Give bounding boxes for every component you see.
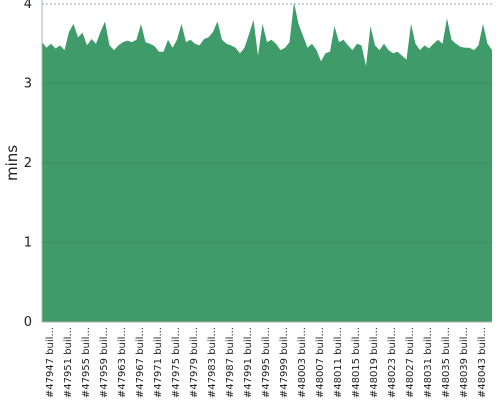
x-tick-label: #47967 buil...: [135, 327, 146, 398]
x-tick-label: #47951 buil...: [63, 327, 74, 398]
x-tick-label: #47983 buil...: [207, 327, 218, 398]
axes: [41, 0, 492, 323]
x-tick-label: #47959 buil...: [99, 327, 110, 398]
x-tick-label: #48043 buil...: [477, 327, 488, 398]
y-tick-label: 2: [24, 156, 32, 171]
x-tick-label: #47987 buil...: [225, 327, 236, 398]
x-tick-labels: #47947 buil... #47951 buil... #47955 buil.…: [45, 327, 488, 398]
x-tick-label: #47955 buil...: [81, 327, 92, 398]
area-series: [42, 2, 492, 322]
x-tick-label: #47995 buil...: [261, 327, 272, 398]
x-tick-label: #48023 buil...: [387, 327, 398, 398]
x-tick-label: #48019 buil...: [369, 327, 380, 398]
x-tick-label: #47971 buil...: [153, 327, 164, 398]
x-tick-label: #47991 buil...: [243, 327, 254, 398]
y-tick-label: 3: [24, 77, 32, 92]
x-tick-label: #48027 buil...: [405, 327, 416, 398]
gridlines: [42, 3, 492, 243]
x-tick-label: #48039 buil...: [459, 327, 470, 398]
x-tick-label: #48007 buil...: [315, 327, 326, 398]
y-axis-title: mins: [3, 145, 21, 181]
y-tick-label: 4: [24, 0, 32, 12]
x-tick-label: #48011 buil...: [333, 327, 344, 398]
x-tick-label: #48015 buil...: [351, 327, 362, 398]
y-tick-labels: 0 1 2 3 4: [24, 0, 32, 330]
x-tick-label: #47979 buil...: [189, 327, 200, 398]
area-fill: [42, 2, 492, 322]
x-tick-label: #47975 buil...: [171, 327, 182, 398]
y-tick-label: 0: [24, 315, 32, 330]
x-tick-label: #47999 buil...: [279, 327, 290, 398]
x-tick-label: #47947 buil...: [45, 327, 56, 398]
x-tick-label: #48003 buil...: [297, 327, 308, 398]
y-tick-label: 1: [24, 236, 32, 251]
x-tick-label: #48031 buil...: [423, 327, 434, 398]
x-tick-label: #47963 buil...: [117, 327, 128, 398]
x-tick-label: #48035 buil...: [441, 327, 452, 398]
